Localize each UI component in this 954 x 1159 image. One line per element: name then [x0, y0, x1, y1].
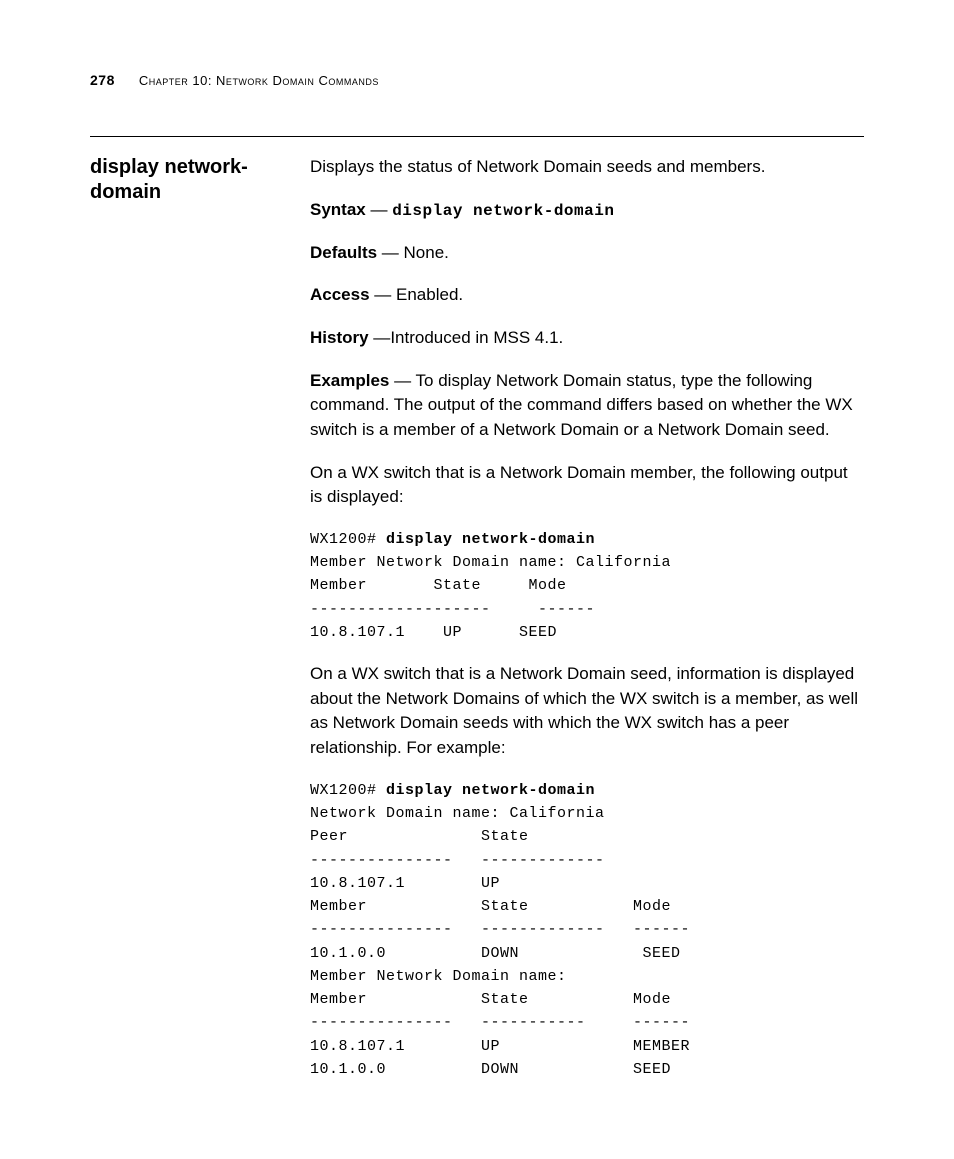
terminal2-command: display network-domain — [386, 782, 595, 799]
examples-label: Examples — [310, 371, 389, 390]
terminal1-body: Member Network Domain name: California M… — [310, 554, 671, 641]
syntax-line: Syntax — display network-domain — [310, 198, 864, 223]
access-value: Enabled. — [396, 285, 463, 304]
side-heading: display network-domain — [90, 155, 310, 205]
member-intro-paragraph: On a WX switch that is a Network Domain … — [310, 461, 864, 510]
history-dash: — — [369, 328, 391, 347]
content-row: display network-domain Displays the stat… — [90, 155, 864, 1099]
history-line: History —Introduced in MSS 4.1. — [310, 326, 864, 351]
terminal-output-member: WX1200# display network-domain Member Ne… — [310, 528, 864, 644]
document-page: 278 Chapter 10: Network Domain Commands … — [0, 0, 954, 1159]
defaults-dash: — — [377, 243, 403, 262]
history-label: History — [310, 328, 369, 347]
running-header: 278 Chapter 10: Network Domain Commands — [90, 72, 864, 88]
examples-dash: — — [389, 371, 415, 390]
access-dash: — — [370, 285, 396, 304]
intro-paragraph: Displays the status of Network Domain se… — [310, 155, 864, 180]
body-column: Displays the status of Network Domain se… — [310, 155, 864, 1099]
syntax-command: display network-domain — [392, 202, 614, 220]
terminal2-prompt: WX1200# — [310, 782, 386, 799]
examples-paragraph: Examples — To display Network Domain sta… — [310, 369, 864, 443]
defaults-line: Defaults — None. — [310, 241, 864, 266]
terminal2-body: Network Domain name: California Peer Sta… — [310, 805, 690, 1078]
history-value: Introduced in MSS 4.1. — [390, 328, 563, 347]
syntax-dash: — — [366, 200, 392, 219]
seed-intro-paragraph: On a WX switch that is a Network Domain … — [310, 662, 864, 761]
defaults-label: Defaults — [310, 243, 377, 262]
terminal-output-seed: WX1200# display network-domain Network D… — [310, 779, 864, 1081]
divider — [90, 136, 864, 137]
access-line: Access — Enabled. — [310, 283, 864, 308]
terminal1-prompt: WX1200# — [310, 531, 386, 548]
page-number: 278 — [90, 72, 115, 88]
access-label: Access — [310, 285, 370, 304]
chapter-title: Chapter 10: Network Domain Commands — [139, 73, 379, 88]
defaults-value: None. — [404, 243, 449, 262]
terminal1-command: display network-domain — [386, 531, 595, 548]
syntax-label: Syntax — [310, 200, 366, 219]
